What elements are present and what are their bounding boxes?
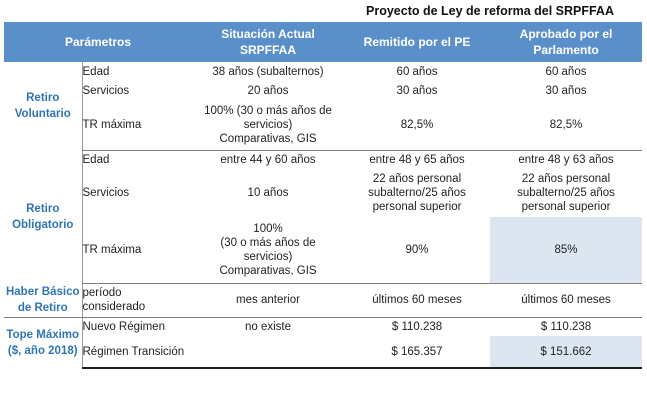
param-regimen-transicion: Régimen Transición (81, 336, 193, 369)
table-row: Servicios 20 años 30 años 30 años (4, 81, 642, 100)
cell-parl: 60 años (545, 65, 587, 78)
cell-line: (30 o más años de (220, 236, 316, 249)
cell-parl: entre 48 y 63 años (518, 153, 614, 166)
table-row: Tope Máximo ($, año 2018) Nuevo Régimen … (4, 317, 642, 357)
cell-line: servicios) (243, 118, 293, 131)
group-label-line2: Voluntario (14, 108, 71, 120)
group-retiro-voluntario: Retiro Voluntario (4, 62, 82, 150)
cell-actual: entre 44 y 60 años (220, 153, 316, 166)
group-tope-maximo: Tope Máximo ($, año 2018) (4, 317, 82, 368)
cell-actual (192, 336, 345, 369)
table-row: Servicios 10 años 22 años personal subal… (4, 169, 642, 217)
group-label-line1: Retiro (26, 202, 60, 215)
cell-parl: 22 años personal subalterno/25 años pers… (490, 169, 642, 217)
group-retiro-obligatorio: Retiro Obligatorio (4, 150, 82, 283)
reform-table: Parámetros Situación Actual SRPFFAA Remi… (4, 22, 643, 369)
param-tr-maxima: TR máxima (81, 100, 193, 151)
col-header-actual-line1: Situación Actual (221, 27, 315, 41)
table-row: Régimen Transición $ 165.357 $ 151.662 (4, 336, 643, 369)
table-row: Retiro Obligatorio Edad entre 44 y 60 añ… (4, 150, 642, 231)
group-label-line1: Tope Máximo (6, 328, 80, 341)
col-header-remitido-pe: Remitido por el PE (344, 22, 491, 62)
cell-actual: 20 años (247, 84, 289, 97)
header-row: Parámetros Situación Actual SRPFFAA Remi… (4, 22, 643, 62)
cell-line: subalterno/25 años (517, 187, 615, 199)
cell-line: servicios) (243, 250, 293, 263)
cell-parl-highlighted: $ 151.662 (490, 336, 643, 369)
cell-parl: 30 años (545, 84, 587, 97)
cell-line: personal superior (521, 201, 611, 213)
cell-pe: $ 165.357 (344, 336, 491, 369)
group-haber-basico: Haber Básico de Retiro (4, 283, 82, 318)
param-periodo-considerado: período considerado (81, 283, 193, 318)
col-header-aprobado-parlamento: Aprobado por el Parlamento (490, 22, 643, 62)
cell-pe: 30 años (396, 84, 438, 97)
cell-pe: últimos 60 meses (344, 283, 491, 318)
cell-pe: 22 años personal subalterno/25 años pers… (344, 169, 490, 217)
table-row: Haber Básico de Retiro período considera… (4, 283, 643, 318)
cell-line: 100% (253, 222, 283, 235)
cell-parl: últimos 60 meses (490, 283, 643, 318)
cell-line: 100% (30 o más años de (204, 104, 332, 117)
cell-line: Comparativas, GIS (219, 132, 317, 145)
param-edad: Edad (81, 62, 193, 81)
cell-parl: 82,5% (490, 100, 643, 151)
group-label-line2: de Retiro (17, 301, 68, 314)
cell-parl-highlighted: 85% (490, 217, 643, 284)
cell-parl: $ 110.238 (540, 320, 592, 333)
group-label-line1: Retiro (26, 92, 60, 104)
table-row: Retiro Voluntario Edad 38 años (subalter… (4, 62, 642, 120)
cell-line: 22 años personal (372, 173, 462, 185)
param-line1: período (82, 287, 122, 299)
cell-pe: 90% (344, 217, 491, 284)
cell-line: 22 años personal (521, 173, 611, 185)
col-header-actual-line2: SRPFFAA (240, 43, 297, 57)
cell-pe: 82,5% (344, 100, 491, 151)
param-edad: Edad (81, 150, 193, 169)
param-line2: considerado (82, 301, 146, 313)
cell-actual: 100% (30 o más años de servicios) Compar… (192, 100, 345, 151)
cell-actual: no existe (245, 320, 292, 333)
cell-actual: 100% (30 o más años de servicios) Compar… (192, 217, 345, 284)
cell-pe: $ 110.238 (391, 320, 443, 333)
cell-pe: entre 48 y 65 años (369, 153, 465, 166)
table-row: TR máxima 100% (30 o más años de servici… (4, 100, 643, 151)
col-header-parl-line1: Aprobado por el (519, 27, 613, 41)
col-header-parl-line2: Parlamento (533, 43, 599, 57)
cell-actual: mes anterior (192, 283, 345, 318)
super-header: Proyecto de Ley de reforma del SRPFFAA (366, 4, 614, 18)
cell-pe: 60 años (396, 65, 438, 78)
param-nuevo-regimen: Nuevo Régimen (81, 317, 193, 336)
cell-line: subalterno/25 años (368, 187, 466, 199)
col-header-situacion-actual: Situación Actual SRPFFAA (192, 22, 345, 62)
param-servicios: Servicios (81, 81, 193, 100)
cell-line: Comparativas, GIS (219, 264, 317, 277)
param-tr-maxima: TR máxima (81, 217, 193, 284)
group-label-line2: Obligatorio (12, 218, 74, 231)
table-row: TR máxima 100% (30 o más años de servici… (4, 217, 643, 284)
cell-actual: 38 años (subalternos) (212, 65, 324, 78)
cell-line: personal superior (372, 201, 462, 213)
col-header-parametros: Parámetros (4, 22, 193, 62)
group-label-line1: Haber Básico (5, 285, 80, 298)
param-servicios: Servicios (81, 169, 193, 217)
cell-actual: 10 años (247, 187, 289, 199)
group-label-line2: ($, año 2018) (7, 344, 78, 357)
